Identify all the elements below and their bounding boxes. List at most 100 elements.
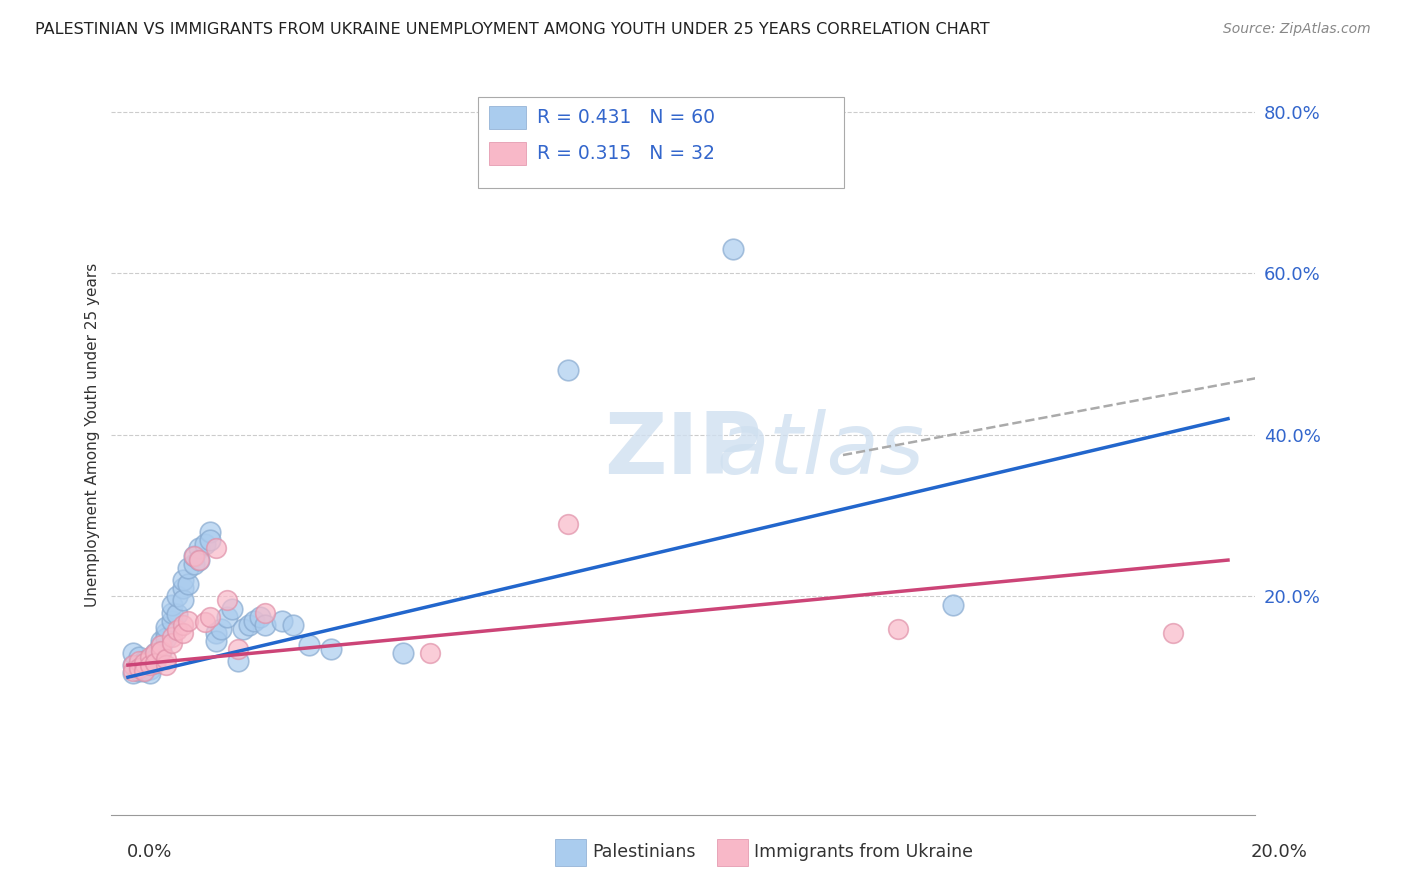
Text: Immigrants from Ukraine: Immigrants from Ukraine (754, 843, 973, 861)
Point (215, 609, 238, 624)
Point (249, 609, 271, 624)
Point (271, 614, 294, 628)
Point (183, 557, 205, 571)
Point (139, 658, 162, 673)
Point (122, 666, 145, 681)
Point (1161, 625, 1184, 640)
Point (122, 646, 145, 660)
Point (166, 624, 188, 638)
Point (128, 664, 150, 678)
Point (155, 658, 177, 673)
Text: R = 0.315   N = 32: R = 0.315 N = 32 (537, 145, 714, 163)
Text: ZIP: ZIP (605, 409, 762, 491)
Text: R = 0.431   N = 60: R = 0.431 N = 60 (537, 108, 716, 127)
Point (166, 590, 188, 604)
Point (221, 601, 243, 615)
Point (183, 549, 205, 563)
Point (149, 633, 172, 648)
FancyBboxPatch shape (478, 97, 844, 188)
Point (134, 660, 156, 674)
Point (172, 582, 194, 596)
Point (188, 553, 211, 567)
Text: PALESTINIAN VS IMMIGRANTS FROM UKRAINE UNEMPLOYMENT AMONG YOUTH UNDER 25 YEARS C: PALESTINIAN VS IMMIGRANTS FROM UKRAINE U… (35, 22, 990, 37)
Point (205, 625, 228, 640)
Point (188, 553, 211, 567)
Point (172, 593, 194, 607)
Point (172, 574, 194, 588)
Text: 20.0%: 20.0% (1251, 843, 1308, 861)
Point (177, 614, 200, 628)
Point (226, 642, 249, 657)
Point (155, 652, 177, 666)
Point (721, 242, 744, 256)
Point (139, 662, 162, 676)
Point (194, 615, 217, 630)
Point (205, 633, 228, 648)
Point (188, 541, 211, 555)
FancyBboxPatch shape (489, 143, 526, 165)
Point (226, 654, 249, 668)
Point (139, 650, 162, 665)
Point (134, 664, 156, 678)
Point (155, 620, 177, 634)
Point (160, 614, 183, 628)
Point (145, 656, 167, 670)
Point (160, 630, 183, 644)
Point (145, 646, 167, 660)
Point (139, 666, 162, 681)
Point (139, 658, 162, 673)
Point (172, 617, 194, 632)
Point (298, 638, 321, 652)
Point (243, 614, 266, 628)
Point (155, 625, 177, 640)
Point (557, 363, 579, 377)
Point (139, 652, 162, 666)
Point (145, 646, 167, 660)
Point (134, 654, 156, 668)
Point (134, 664, 156, 678)
Point (145, 656, 167, 670)
FancyBboxPatch shape (489, 106, 526, 128)
Point (172, 625, 194, 640)
Point (128, 650, 150, 665)
Text: 0.0%: 0.0% (127, 843, 172, 861)
Point (149, 638, 172, 652)
Text: Source: ZipAtlas.com: Source: ZipAtlas.com (1223, 22, 1371, 37)
Point (177, 561, 200, 575)
Point (209, 622, 232, 636)
Point (238, 617, 260, 632)
Point (128, 660, 150, 674)
Point (232, 622, 254, 636)
Point (128, 662, 150, 676)
Point (392, 646, 415, 660)
Point (149, 644, 172, 658)
Point (183, 549, 205, 563)
Point (145, 652, 167, 666)
Point (155, 632, 177, 646)
Point (194, 537, 217, 551)
Point (254, 617, 277, 632)
Point (200, 609, 222, 624)
Point (160, 606, 183, 620)
Point (149, 638, 172, 652)
Point (419, 646, 441, 660)
Point (200, 533, 222, 547)
Point (254, 606, 277, 620)
Point (128, 654, 150, 668)
Point (557, 516, 579, 531)
Point (177, 577, 200, 591)
Point (128, 658, 150, 673)
Point (122, 658, 145, 673)
Text: Palestinians: Palestinians (592, 843, 696, 861)
Point (166, 607, 188, 622)
Point (160, 636, 183, 650)
Point (160, 598, 183, 612)
Point (122, 664, 145, 678)
Y-axis label: Unemployment Among Youth under 25 years: Unemployment Among Youth under 25 years (86, 263, 100, 607)
Text: atlas: atlas (717, 409, 925, 491)
Point (215, 593, 238, 607)
Point (200, 524, 222, 539)
Point (122, 658, 145, 673)
Point (942, 598, 965, 612)
Point (887, 622, 910, 636)
